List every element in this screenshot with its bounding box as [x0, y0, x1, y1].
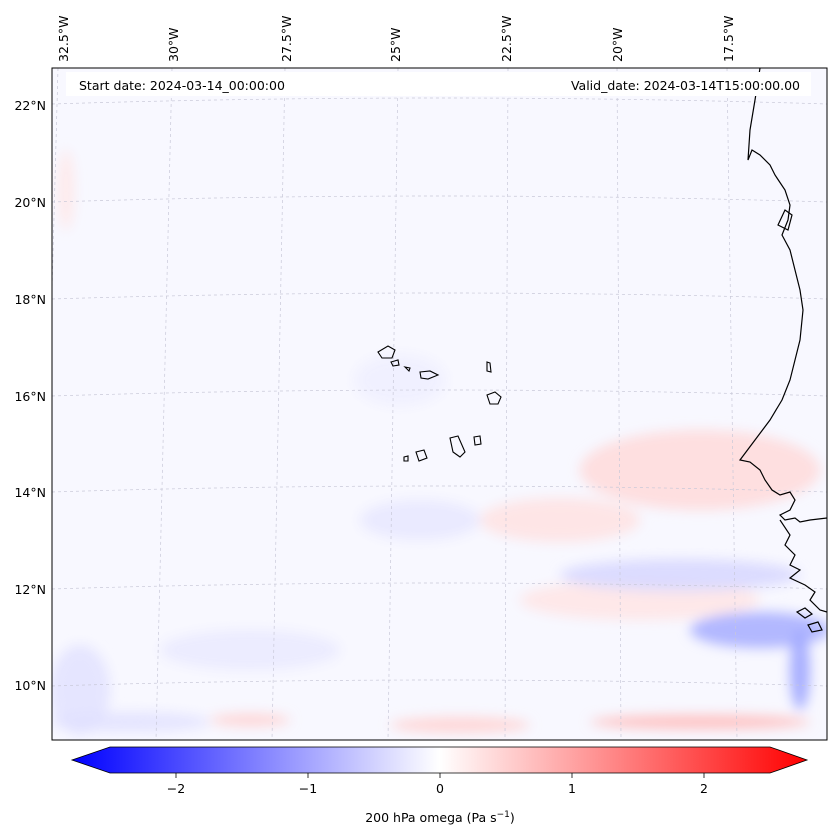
header-banner	[66, 72, 811, 96]
parallel-line	[52, 97, 827, 105]
lat-label-20n: 20°N	[14, 195, 46, 210]
omega-negative-patch	[690, 612, 827, 648]
omega-negative-patch	[360, 500, 480, 540]
island-brava	[403, 455, 409, 462]
coastlines	[738, 68, 827, 633]
lon-label-30w: 30°W	[166, 27, 181, 62]
colorbar: −2 −1 0 1 2 200 hPa omega (Pa s−1)	[70, 746, 809, 825]
island-santo-antao	[377, 345, 396, 359]
island-sal	[486, 361, 492, 373]
meridian-line	[387, 68, 399, 740]
parallel-line	[52, 582, 827, 590]
island-boa-vista	[486, 391, 502, 405]
meridian-line	[155, 68, 173, 740]
omega-negative-patch	[560, 559, 800, 591]
lat-label-22n: 22°N	[14, 98, 46, 113]
lon-label-27-5w: 27.5°W	[279, 16, 294, 62]
latitude-labels: 22°N 20°N 18°N 16°N 14°N 12°N 10°N	[14, 98, 46, 693]
omega-positive-patch	[210, 714, 290, 726]
island-fogo	[415, 449, 428, 462]
island-sao-vicente	[390, 359, 400, 367]
omega-negative-patch	[160, 630, 340, 670]
start-date: Start date: 2024-03-14_00:00:00	[79, 78, 285, 93]
colorbar-label: 200 hPa omega (Pa s−1)	[365, 810, 515, 825]
omega-positive-patch	[580, 430, 820, 510]
omega-positive-patch	[480, 498, 640, 542]
island-santiago	[449, 435, 466, 458]
island-santa-luzia	[403, 366, 411, 373]
map-frame	[51, 67, 828, 741]
cape-verde-islands	[377, 345, 502, 462]
colorbar-label-tail: )	[510, 810, 515, 825]
lat-label-14n: 14°N	[14, 485, 46, 500]
parallel-line	[52, 389, 827, 397]
lat-label-10n: 10°N	[14, 678, 46, 693]
lat-label-18n: 18°N	[14, 292, 46, 307]
parallel-line	[52, 292, 827, 300]
coast-detail	[795, 607, 814, 619]
omega-negative-patch	[355, 355, 445, 405]
lon-label-20w: 20°W	[610, 27, 625, 62]
coast-detail	[777, 209, 793, 231]
omega-negative-patch	[790, 630, 810, 710]
colorbar-ticks: −2 −1 0 1 2	[167, 773, 708, 796]
omega-positive-patch	[58, 150, 74, 230]
colorbar-tick-label: 0	[436, 781, 444, 796]
longitude-labels: 32.5°W 30°W 27.5°W 25°W 22.5°W 20°W 17.5…	[56, 16, 736, 62]
coast-detail	[807, 621, 823, 633]
colorbar-label-text: 200 hPa omega (Pa s	[365, 810, 496, 825]
lon-label-17-5w: 17.5°W	[721, 16, 736, 62]
lon-label-22-5w: 22.5°W	[499, 16, 514, 62]
island-maio	[473, 435, 482, 446]
parallel-line	[52, 679, 827, 687]
omega-positive-patch	[590, 715, 810, 729]
island-sao-nicolau	[419, 370, 440, 380]
colorbar-tick-label: −2	[167, 781, 185, 796]
valid-date: Valid_date: 2024-03-14T15:00:00.00	[571, 78, 800, 93]
colorbar-label-exponent: −1	[497, 810, 510, 820]
omega-negative-patch	[52, 645, 110, 735]
colorbar-tick-label: 1	[568, 781, 576, 796]
meridian-line	[271, 68, 286, 740]
meridian-line	[726, 68, 738, 740]
coast-detail	[779, 519, 827, 613]
omega-positive-patch	[390, 717, 530, 733]
colorbar-tick-label: 2	[700, 781, 708, 796]
lon-label-32-5w: 32.5°W	[56, 16, 71, 62]
parallel-line	[52, 195, 827, 203]
colorbar-body	[70, 746, 809, 774]
colorbar-tick-label: −1	[299, 781, 317, 796]
meridian-line	[504, 68, 509, 740]
lat-label-16n: 16°N	[14, 389, 46, 404]
meridian-line	[616, 68, 622, 740]
africa-coastline	[738, 68, 827, 523]
lat-label-12n: 12°N	[14, 582, 46, 597]
omega-negative-patch	[52, 712, 210, 732]
parallel-line	[52, 485, 827, 493]
graticule	[52, 68, 827, 740]
lon-label-25w: 25°W	[388, 27, 403, 62]
